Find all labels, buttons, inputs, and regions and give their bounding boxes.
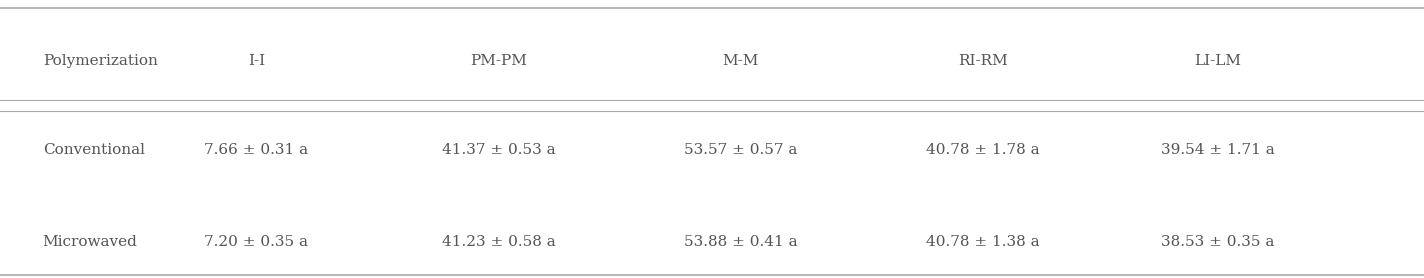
Text: 53.57 ± 0.57 a: 53.57 ± 0.57 a	[684, 143, 797, 157]
Text: Conventional: Conventional	[43, 143, 145, 157]
Text: Polymerization: Polymerization	[43, 54, 158, 68]
Text: M-M: M-M	[722, 54, 759, 68]
Text: LI-LM: LI-LM	[1193, 54, 1242, 68]
Text: 7.66 ± 0.31 a: 7.66 ± 0.31 a	[204, 143, 309, 157]
Text: 7.20 ± 0.35 a: 7.20 ± 0.35 a	[204, 235, 309, 249]
Text: PM-PM: PM-PM	[470, 54, 527, 68]
Text: I-I: I-I	[248, 54, 265, 68]
Text: 38.53 ± 0.35 a: 38.53 ± 0.35 a	[1161, 235, 1274, 249]
Text: 41.23 ± 0.58 a: 41.23 ± 0.58 a	[441, 235, 555, 249]
Text: Microwaved: Microwaved	[43, 235, 138, 249]
Text: 40.78 ± 1.38 a: 40.78 ± 1.38 a	[926, 235, 1040, 249]
Text: 40.78 ± 1.78 a: 40.78 ± 1.78 a	[926, 143, 1040, 157]
Text: 41.37 ± 0.53 a: 41.37 ± 0.53 a	[441, 143, 555, 157]
Text: 39.54 ± 1.71 a: 39.54 ± 1.71 a	[1161, 143, 1274, 157]
Text: 53.88 ± 0.41 a: 53.88 ± 0.41 a	[684, 235, 797, 249]
Text: RI-RM: RI-RM	[958, 54, 1007, 68]
